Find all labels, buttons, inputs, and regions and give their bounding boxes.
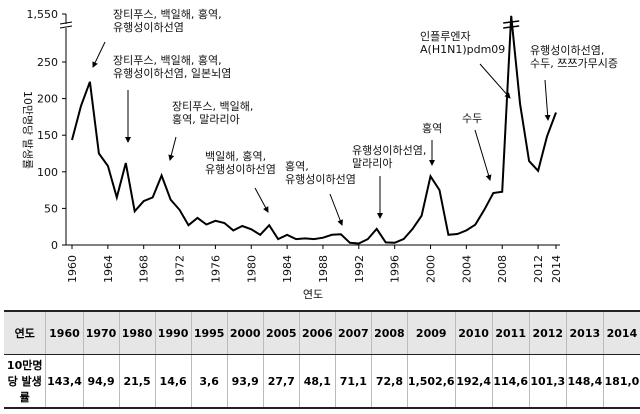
x-tick-label: 1960 <box>66 255 79 283</box>
table-cell: 71,1 <box>334 354 372 409</box>
table-cell: 1990 <box>154 310 192 355</box>
table-cell: 2010 <box>454 310 493 355</box>
x-tick-label: 2004 <box>460 255 473 283</box>
table-cell: 14,6 <box>154 354 192 409</box>
table-cell: 1980 <box>118 310 156 355</box>
table-cell: 2013 <box>565 310 604 355</box>
annotation: 유행성이하선염, <box>352 143 426 157</box>
table-cell: 1970 <box>82 310 120 355</box>
annotation: 유행성이하선염, <box>530 43 604 57</box>
y-tick-label: 100 <box>37 166 58 179</box>
annotation: 장티푸스, 백일해, <box>172 99 253 113</box>
annotation: 홍역, 말라리아 <box>172 112 240 126</box>
annotation-arrow <box>254 187 269 213</box>
table-cell: 연도 <box>4 310 46 355</box>
axis-break <box>59 21 73 25</box>
annotation: 홍역 <box>422 121 442 135</box>
data-table: 연도 1960 1970 1980 1990 1995 2000 2005 2006 2007 20… <box>4 310 640 409</box>
x-tick-label: 2012 <box>532 255 545 283</box>
annotation-arrow <box>329 193 343 226</box>
table-cell: 1,502,6 <box>406 354 456 409</box>
table-cell: 2014 <box>602 310 640 355</box>
table-cell: 101,3 <box>528 354 567 409</box>
annotation: 백일해, 홍역, <box>205 149 266 163</box>
y-tick-label: 0 <box>51 239 58 252</box>
y-tick-label: 200 <box>37 93 58 106</box>
annotation-arrow <box>168 136 177 161</box>
x-tick-label: 2000 <box>425 255 438 283</box>
table-cell: 148,4 <box>565 354 604 409</box>
annotation-arrow <box>479 63 511 99</box>
annotation: 장티푸스, 백일해, 홍역, <box>113 53 222 67</box>
y-axis-title: 10만명당 발생률 <box>21 91 34 169</box>
annotation: 수두 <box>462 112 482 125</box>
y-tick-label: 50 <box>44 202 58 215</box>
table-row: 연도 1960 1970 1980 1990 1995 2000 2005 2006 2007 20… <box>4 310 640 355</box>
table-cell: 1960 <box>45 310 83 355</box>
annotation-arrow <box>544 79 551 121</box>
line-break <box>503 25 520 29</box>
table-cell: 143,4 <box>45 354 83 409</box>
annotation-arrow <box>92 41 106 68</box>
table-cell: 2012 <box>528 310 567 355</box>
table-cell: 21,5 <box>118 354 156 409</box>
table-cell: 2009 <box>406 310 456 355</box>
x-tick-label: 1988 <box>317 255 330 283</box>
x-tick-label: 1980 <box>245 255 258 283</box>
y-tick-label: 150 <box>37 129 58 142</box>
chart: 0 50 100 150 200 250 1,550 1960 1964 1968 1972 1976… <box>21 7 618 301</box>
data-line <box>71 15 557 245</box>
x-tick-label: 1992 <box>353 255 366 283</box>
annotation: 유행성이하선염 <box>285 172 356 186</box>
table-cell: 3,6 <box>190 354 228 409</box>
annotation: A(H1N1)pdm09 <box>420 43 505 56</box>
x-tick-label: 1968 <box>138 255 151 283</box>
annotation: 수두, 쯔쯔가무시증 <box>530 57 618 70</box>
table-cell: 93,9 <box>226 354 264 409</box>
x-tick-label: 1996 <box>389 255 402 283</box>
line-break <box>503 20 520 24</box>
x-axis-title: 연도 <box>303 288 323 301</box>
table-row: 10만명당 발생률 143,4 94,9 21,5 14,6 3,6 93,9 27,7 48,… <box>4 354 640 409</box>
y-tick-label: 1,550 <box>27 8 59 21</box>
x-tick-label: 1984 <box>281 255 294 283</box>
table-cell: 2000 <box>226 310 264 355</box>
table-cell: 2007 <box>334 310 372 355</box>
annotation: 인플루엔자 <box>420 30 471 43</box>
annotation: 장티푸스, 백일해, 홍역, <box>113 7 222 21</box>
annotation-arrow <box>474 129 492 181</box>
table-cell: 2006 <box>298 310 336 355</box>
table-cell: 192,4 <box>454 354 493 409</box>
table-cell: 72,8 <box>370 354 408 409</box>
annotation: 유행성이하선염, 일본뇌염 <box>113 66 231 80</box>
table-cell: 181,0 <box>602 354 640 409</box>
table-cell: 94,9 <box>82 354 120 409</box>
annotation: 말라리아 <box>352 157 392 170</box>
x-tick-label: 1964 <box>102 255 115 283</box>
table-cell: 2005 <box>262 310 300 355</box>
table-cell: 1995 <box>190 310 228 355</box>
y-tick-label: 250 <box>37 56 58 69</box>
axis-break <box>59 25 73 29</box>
table-cell: 2011 <box>491 310 530 355</box>
table-cell: 27,7 <box>262 354 300 409</box>
table-cell: 114,6 <box>491 354 530 409</box>
annotation: 유행성이하선염 <box>205 162 276 176</box>
x-tick-label: 2008 <box>496 255 509 283</box>
table-cell: 2008 <box>370 310 408 355</box>
x-tick-label: 2014 <box>550 255 563 283</box>
table-cell: 48,1 <box>298 354 336 409</box>
annotation: 유행성이하선염 <box>113 20 184 34</box>
annotation: 홍역, <box>285 159 309 173</box>
x-tick-label: 1976 <box>209 255 222 283</box>
table-cell: 10만명당 발생률 <box>4 354 46 409</box>
axis-break <box>60 24 72 28</box>
x-tick-label: 1972 <box>174 255 187 283</box>
